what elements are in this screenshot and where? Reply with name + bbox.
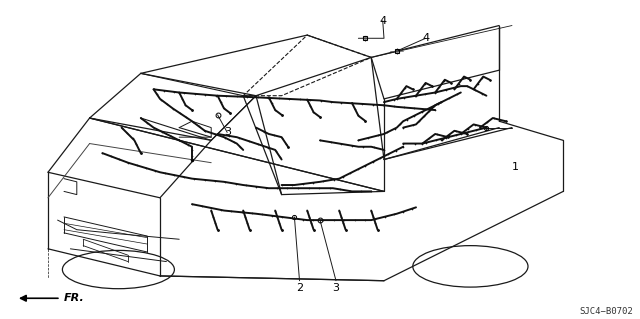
Text: 3: 3 bbox=[333, 283, 339, 293]
Text: 3: 3 bbox=[224, 127, 230, 137]
Text: 1: 1 bbox=[512, 162, 518, 173]
Text: SJC4−B0702: SJC4−B0702 bbox=[580, 307, 634, 316]
Text: 2: 2 bbox=[296, 283, 303, 293]
Text: 4: 4 bbox=[422, 33, 429, 43]
Text: FR.: FR. bbox=[64, 293, 84, 303]
Text: 4: 4 bbox=[379, 16, 387, 26]
